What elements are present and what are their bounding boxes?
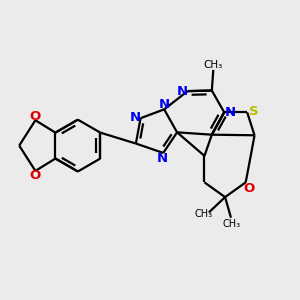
Text: CH₃: CH₃	[223, 219, 241, 229]
Text: O: O	[243, 182, 254, 195]
Text: S: S	[249, 105, 259, 118]
Text: O: O	[29, 110, 40, 123]
Text: N: N	[159, 98, 170, 111]
Text: N: N	[157, 152, 168, 165]
Text: N: N	[225, 106, 236, 119]
Text: CH₃: CH₃	[195, 209, 213, 219]
Text: CH₃: CH₃	[204, 60, 223, 70]
Text: N: N	[130, 110, 141, 124]
Text: N: N	[177, 85, 188, 98]
Text: O: O	[29, 169, 40, 182]
